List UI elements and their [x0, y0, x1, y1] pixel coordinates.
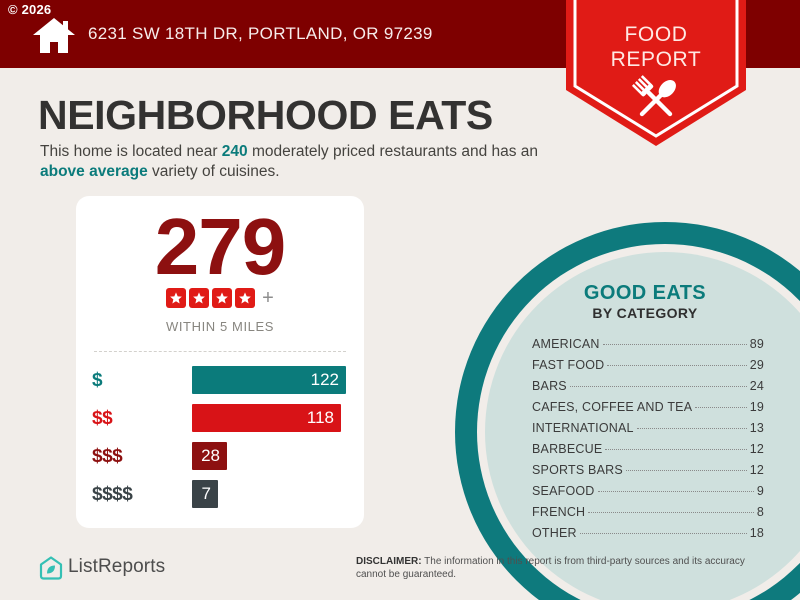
copyright-label: © 2026 — [8, 2, 52, 17]
category-value: 9 — [756, 484, 764, 498]
category-row: FAST FOOD 29 — [532, 358, 764, 379]
price-tier-bar-chart: $122 $$ 118 $$$ 28 $$$$ 7 — [76, 364, 364, 516]
category-row: CAFES, COFFEE AND TEA 19 — [532, 400, 764, 421]
category-name: CAFES, COFFEE AND TEA — [532, 400, 693, 414]
price-tier-bar: 118 — [192, 404, 341, 432]
category-value: 8 — [756, 505, 764, 519]
category-row: INTERNATIONAL 13 — [532, 421, 764, 442]
category-name: INTERNATIONAL — [532, 421, 634, 435]
page-subtitle: This home is located near 240 moderately… — [40, 142, 570, 182]
category-name: FAST FOOD — [532, 358, 605, 372]
star-icon — [166, 288, 187, 308]
price-tier-label: $ — [92, 370, 103, 391]
price-tier-label: $$$$ — [92, 484, 133, 505]
category-name: BARBECUE — [532, 442, 603, 456]
category-name: BARS — [532, 379, 567, 393]
category-value: 89 — [749, 337, 764, 351]
price-tier-row: $$$$ 7 — [76, 478, 364, 516]
subhead-highlight-rating: above average — [40, 163, 148, 180]
disclaimer-text: The information in this report is from t… — [356, 556, 745, 580]
property-address: 6231 SW 18TH DR, PORTLAND, OR 97239 — [88, 24, 433, 43]
price-tier-bar: 28 — [192, 442, 227, 470]
spoon-fork-icon — [631, 75, 676, 117]
listreports-logo-text: ListReports — [68, 556, 166, 577]
price-tier-row: $$ 118 — [76, 402, 364, 440]
page-title: NEIGHBORHOOD EATS — [38, 92, 493, 138]
category-row: BARBECUE 12 — [532, 442, 764, 463]
category-dot-leader — [607, 365, 747, 366]
price-tier-row: $$$ 28 — [76, 440, 364, 478]
subhead-highlight-count: 240 — [221, 143, 248, 160]
subhead-part-2: moderately priced restaurants and has an — [247, 143, 539, 160]
category-name: FRENCH — [532, 505, 586, 519]
subhead-part-3: variety of cuisines. — [147, 163, 280, 180]
category-name: SPORTS BARS — [532, 463, 623, 477]
stats-card: 279 + WITHIN 5 MILES $122 $$ 118 $$$ 28 $$$$ 7 — [76, 196, 364, 528]
category-row: FRENCH 8 — [532, 505, 764, 526]
card-divider — [94, 351, 346, 352]
category-dot-leader — [569, 386, 747, 387]
category-dot-leader — [597, 491, 754, 492]
category-row: AMERICAN 89 — [532, 337, 764, 358]
food-report-badge — [566, 0, 746, 146]
restaurant-count: 279 — [154, 202, 286, 291]
category-value: 24 — [749, 379, 764, 393]
price-tier-label: $$ — [92, 408, 113, 429]
price-tier-row: $122 — [76, 364, 364, 402]
teal-inner-circle — [485, 252, 800, 600]
good-eats-subtitle: BY CATEGORY — [592, 305, 698, 321]
price-tier-bar: 7 — [192, 480, 218, 508]
category-name: AMERICAN — [532, 337, 600, 351]
category-name: SEAFOOD — [532, 484, 595, 498]
star-icon — [189, 288, 210, 308]
category-dot-leader — [579, 533, 747, 534]
category-dot-leader — [588, 512, 754, 513]
category-name: OTHER — [532, 526, 577, 540]
price-tier-label: $$$ — [92, 446, 123, 467]
category-value: 29 — [749, 358, 764, 372]
category-dot-leader — [695, 407, 747, 408]
home-icon — [33, 18, 75, 53]
category-value: 12 — [749, 463, 764, 477]
listreports-house-icon — [39, 556, 63, 580]
category-dot-leader — [625, 470, 747, 471]
category-value: 18 — [749, 526, 764, 540]
price-tier-bar: 122 — [192, 366, 346, 394]
star-icon — [212, 288, 233, 308]
category-row: BARS 24 — [532, 379, 764, 400]
category-dot-leader — [605, 449, 747, 450]
category-value: 12 — [749, 442, 764, 456]
good-eats-title: GOOD EATS — [583, 282, 707, 304]
star-rating: + — [76, 288, 364, 308]
category-dot-leader — [636, 428, 747, 429]
category-row: SPORTS BARS 12 — [532, 463, 764, 484]
disclaimer-label: DISCLAIMER: — [356, 556, 422, 567]
within-distance-label: WITHIN 5 MILES — [165, 319, 275, 334]
category-list: AMERICAN 89 FAST FOOD 29 BARS 24 CAFES, COFFEE… — [532, 337, 764, 547]
disclaimer: DISCLAIMER: The information in this repo… — [356, 556, 776, 581]
star-plus-label: + — [262, 287, 274, 309]
category-value: 19 — [749, 400, 764, 414]
category-dot-leader — [602, 344, 747, 345]
star-icon — [235, 288, 256, 308]
category-row: SEAFOOD 9 — [532, 484, 764, 505]
subhead-part-1: This home is located near — [40, 143, 222, 160]
category-row: OTHER 18 — [532, 526, 764, 547]
category-value: 13 — [749, 421, 764, 435]
